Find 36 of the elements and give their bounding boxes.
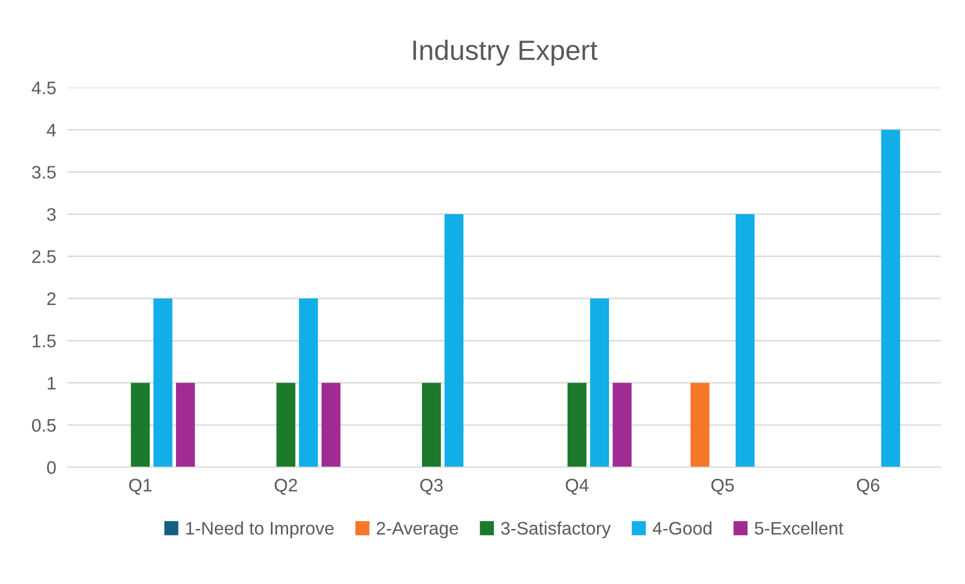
bar: [153, 298, 172, 468]
legend-label: 2-Average: [376, 522, 458, 538]
bar: [612, 382, 632, 468]
legend-label: 4-Good: [652, 521, 712, 535]
y-tick-label: 0: [47, 461, 56, 474]
bar: [568, 382, 586, 468]
x-tick-label: Q5: [711, 478, 734, 495]
legend-label: 1-Need to Improve: [186, 521, 334, 538]
y-tick-label: 4.5: [32, 82, 56, 94]
bar: [276, 382, 296, 468]
x-tick-label: Q2: [274, 478, 298, 495]
bar: [690, 382, 710, 468]
bar: [590, 298, 610, 468]
bar: [298, 298, 318, 468]
bar: [422, 382, 441, 468]
bar: [176, 382, 195, 468]
y-tick-label: 3: [47, 208, 56, 221]
x-tick-label: Q1: [129, 478, 152, 495]
y-tick-label: 0.5: [32, 418, 56, 432]
x-tick-label: Q6: [856, 478, 880, 495]
x-tick-label: Q3: [420, 478, 443, 495]
x-tick-label: Q4: [566, 478, 589, 495]
bar: [881, 130, 900, 468]
y-tick-label: 1.5: [32, 334, 56, 348]
legend-label: 3-Satisfactory: [501, 521, 611, 538]
y-tick-label: 1: [48, 376, 56, 390]
bar: [736, 214, 755, 468]
legend-label: 5-Excellent: [754, 521, 844, 535]
bar: [322, 382, 340, 468]
chart-title: Industry Expert: [413, 40, 598, 66]
bar: [130, 382, 150, 468]
y-tick-label: 4: [46, 124, 56, 136]
bar: [444, 214, 464, 468]
y-tick-label: 2.5: [32, 250, 56, 264]
y-tick-label: 2: [47, 292, 56, 306]
y-tick-label: 3.5: [32, 166, 56, 179]
